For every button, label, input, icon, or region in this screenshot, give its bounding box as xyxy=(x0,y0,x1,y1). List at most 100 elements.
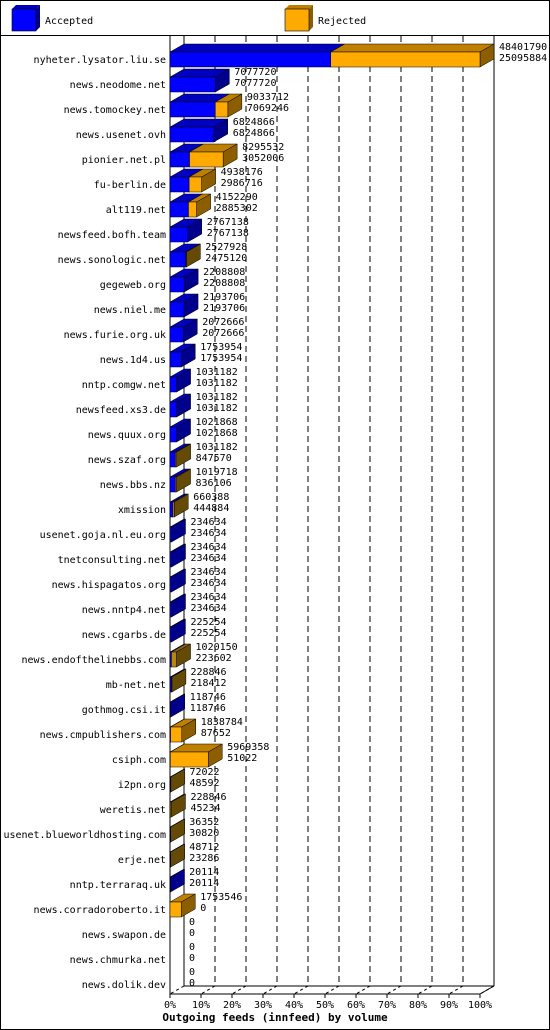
category-labels: nyheter.lysator.liu.se news.neodome.net ne… xyxy=(3,55,166,991)
grid-floor-line xyxy=(417,985,433,995)
bar-row xyxy=(169,843,186,868)
value-label-accepted: 23286 xyxy=(189,853,219,864)
bar-row xyxy=(169,568,187,593)
category-label: mb-net.net xyxy=(106,680,166,691)
value-label-offered: 118746 xyxy=(190,692,226,703)
value-label-offered: 0 xyxy=(189,917,195,928)
value-label-offered: 2208808 xyxy=(203,267,245,278)
value-label-offered: 1019718 xyxy=(196,467,238,478)
bar-rejected xyxy=(170,668,187,693)
value-label-accepted: 836106 xyxy=(196,478,232,489)
grid-floor-line xyxy=(448,985,464,995)
bar-row xyxy=(169,643,192,668)
category-label: pionier.net.pl xyxy=(82,155,166,166)
value-label-accepted: 25095884 xyxy=(499,53,547,64)
value-label-accepted: 2193706 xyxy=(203,303,245,314)
bar-accepted xyxy=(169,268,200,293)
bar-rejected xyxy=(174,468,192,493)
bar-rejected xyxy=(214,93,243,118)
value-label-offered: 1031182 xyxy=(196,392,238,403)
category-label: news.endofthelinebbs.com xyxy=(22,655,167,666)
bar-row xyxy=(169,268,200,293)
value-label-offered: 1031182 xyxy=(196,367,238,378)
category-label: nntp.terraraq.uk xyxy=(70,880,166,891)
bar-row xyxy=(169,293,199,318)
category-label: nyheter.lysator.liu.se xyxy=(34,55,166,66)
category-label: gegeweb.org xyxy=(100,280,166,291)
category-label: tnetconsulting.net xyxy=(58,555,166,566)
category-label: usenet.blueworldhosting.com xyxy=(3,830,166,841)
legend-swatch-accepted-side xyxy=(36,5,40,31)
value-label-offered: 36352 xyxy=(189,817,219,828)
bar-row xyxy=(169,218,203,243)
bar-accepted xyxy=(169,118,229,143)
grid-floor-line xyxy=(231,985,247,995)
bar-rejected xyxy=(329,43,495,68)
category-label: news.neodome.net xyxy=(70,80,166,91)
category-label: xmission xyxy=(118,505,166,516)
bar-row xyxy=(169,318,199,343)
bar-row xyxy=(169,168,217,193)
x-tick-label: 10% xyxy=(192,1000,210,1011)
bar-row xyxy=(169,243,202,268)
bar-row xyxy=(169,518,187,543)
category-label: alt119.net xyxy=(106,205,166,216)
x-tick-labels: 0% 10% 20% 30% 40% 50% 60% 70% 80% 90% 100% xyxy=(164,994,492,1011)
bar-rejected xyxy=(169,743,224,768)
value-label-accepted: 225254 xyxy=(190,628,226,639)
legend-swatch-rejected-side xyxy=(309,5,313,31)
category-label: news.corradoroberto.it xyxy=(34,905,166,916)
value-label-offered: 6824866 xyxy=(233,117,275,128)
value-label-accepted: 7069246 xyxy=(247,103,289,114)
value-label-offered: 0 xyxy=(189,942,195,953)
category-label: news.1d4.us xyxy=(100,355,166,366)
bar-rejected xyxy=(169,818,186,843)
legend-item-accepted: Accepted xyxy=(11,5,93,32)
value-label-offered: 234634 xyxy=(191,517,227,528)
legend-swatch-accepted xyxy=(11,8,37,32)
bar-row xyxy=(169,793,187,818)
category-label: i2pn.org xyxy=(118,780,166,791)
category-label: erje.net xyxy=(118,855,166,866)
category-label: news.niel.me xyxy=(94,305,166,316)
bar-row xyxy=(169,768,186,793)
legend-label-rejected: Rejected xyxy=(318,16,366,27)
value-label-accepted: 2986716 xyxy=(221,178,263,189)
bar-row xyxy=(169,693,186,718)
bar-rejected xyxy=(184,243,202,268)
value-label-offered: 9033712 xyxy=(247,92,289,103)
category-label: news.furie.org.uk xyxy=(64,330,166,341)
grid-floor-line xyxy=(324,985,340,995)
bar-row xyxy=(169,818,186,843)
x-tick-label: 90% xyxy=(440,1000,458,1011)
value-label-offered: 5969358 xyxy=(227,742,269,753)
bar-row xyxy=(169,193,212,218)
x-tick-label: 50% xyxy=(316,1000,334,1011)
value-label-accepted: 234634 xyxy=(191,553,227,564)
value-label-offered: 1031182 xyxy=(196,442,238,453)
bar-row xyxy=(169,443,192,468)
category-label: news.tomockey.net xyxy=(64,105,166,116)
grid-floor-line xyxy=(386,985,402,995)
value-label-offered: 660388 xyxy=(193,492,229,503)
bar-accepted xyxy=(169,618,187,643)
x-tick-label: 20% xyxy=(223,1000,241,1011)
bar-row xyxy=(169,118,229,143)
value-label-offered: 234634 xyxy=(191,542,227,553)
value-label-accepted: 1031182 xyxy=(196,403,238,414)
value-label-accepted: 1021868 xyxy=(196,428,238,439)
bar-accepted xyxy=(169,218,203,243)
value-label-accepted: 444884 xyxy=(193,503,229,514)
legend-label-accepted: Accepted xyxy=(45,16,93,27)
value-label-accepted: 2208808 xyxy=(203,278,245,289)
category-label: news.usenet.ovh xyxy=(76,130,166,141)
category-label: news.bbs.nz xyxy=(100,480,166,491)
legend-swatch-rejected xyxy=(284,8,310,32)
bar-row xyxy=(169,618,187,643)
x-tick-label: 40% xyxy=(285,1000,303,1011)
x-tick-label: 0% xyxy=(164,1000,176,1011)
bar-row xyxy=(169,543,187,568)
